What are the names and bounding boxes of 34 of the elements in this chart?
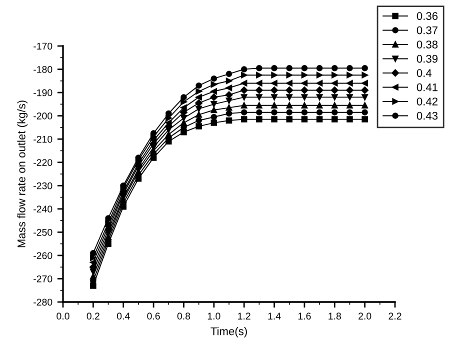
y-tick-label: -200 xyxy=(34,112,52,120)
legend-label: 0.41 xyxy=(416,83,438,92)
y-tick-label: -270 xyxy=(34,275,52,282)
x-tick-label: 0.4 xyxy=(116,312,130,320)
x-tick-label: 1.2 xyxy=(238,312,250,320)
x-tick-label: 0.2 xyxy=(86,312,100,320)
x-tick-label: 1.0 xyxy=(208,312,220,320)
legend-label: 0.37 xyxy=(416,26,438,34)
legend-label: 0.36 xyxy=(416,12,438,20)
y-tick-label: -220 xyxy=(34,159,52,166)
x-tick-label: 1.4 xyxy=(268,312,281,320)
x-tick-label: 2.0 xyxy=(358,312,372,320)
x-tick-label: 1.8 xyxy=(328,312,341,320)
y-tick-label: -230 xyxy=(34,182,52,190)
y-tick-label: -260 xyxy=(34,252,52,260)
y-tick-label: -280 xyxy=(34,298,52,306)
y-tick-label: -190 xyxy=(34,89,52,96)
x-tick-label: 0.0 xyxy=(56,312,70,320)
legend-label: 0.4 xyxy=(416,69,432,77)
legend-label: 0.38 xyxy=(416,40,438,48)
y-tick-label: -180 xyxy=(34,66,52,73)
x-axis-title: Time(s) xyxy=(210,327,247,338)
y-tick-label: -210 xyxy=(34,136,52,143)
y-tick-label: -170 xyxy=(34,42,52,50)
legend-label: 0.42 xyxy=(416,98,438,106)
x-tick-label: 0.8 xyxy=(177,312,190,320)
x-tick-label: 0.6 xyxy=(147,312,160,320)
y-tick-label: -250 xyxy=(34,228,52,236)
y-axis-title: Mass flow rate on outlet (kg/s) xyxy=(17,100,28,248)
y-tick-label: -240 xyxy=(34,206,52,213)
legend-label: 0.39 xyxy=(416,54,438,63)
legend-label: 0.43 xyxy=(416,112,438,120)
x-tick-label: 1.6 xyxy=(298,312,311,320)
x-tick-label: 2.2 xyxy=(388,312,402,320)
